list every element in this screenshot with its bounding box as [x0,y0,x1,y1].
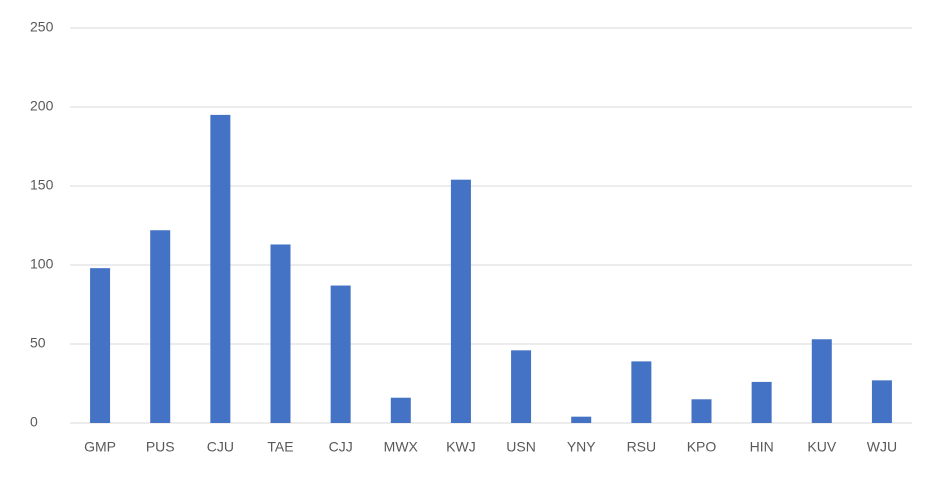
bar [511,350,532,423]
x-tick-label: KPO [687,439,717,455]
x-tick-label: KUV [807,439,836,455]
x-tick-label: KWJ [446,439,476,455]
y-tick-label: 0 [30,414,38,430]
x-tick-label: TAE [267,439,293,455]
x-tick-label: CJU [207,439,234,455]
y-tick-label: 250 [30,19,54,35]
x-tick-label: CJJ [329,439,353,455]
y-tick-label: 150 [30,177,54,193]
bar [691,399,712,423]
bar [270,244,291,423]
x-tick-label: WJU [867,439,897,455]
bar [90,268,111,423]
bar [390,397,411,423]
bar [631,361,652,423]
bar [450,179,471,423]
bar [150,230,171,423]
bar [811,339,832,423]
y-tick-label: 100 [30,256,54,272]
x-tick-label: USN [506,439,536,455]
bar [871,380,892,423]
x-tick-label: YNY [567,439,596,455]
bar [571,416,592,423]
x-tick-label: HIN [750,439,774,455]
x-tick-label: RSU [627,439,657,455]
bar [751,381,772,423]
x-tick-label: MWX [384,439,419,455]
y-tick-label: 50 [30,335,46,351]
y-tick-label: 200 [30,98,54,114]
bar [330,285,351,423]
bar [210,114,231,424]
x-tick-label: PUS [146,439,175,455]
x-tick-label: GMP [84,439,116,455]
